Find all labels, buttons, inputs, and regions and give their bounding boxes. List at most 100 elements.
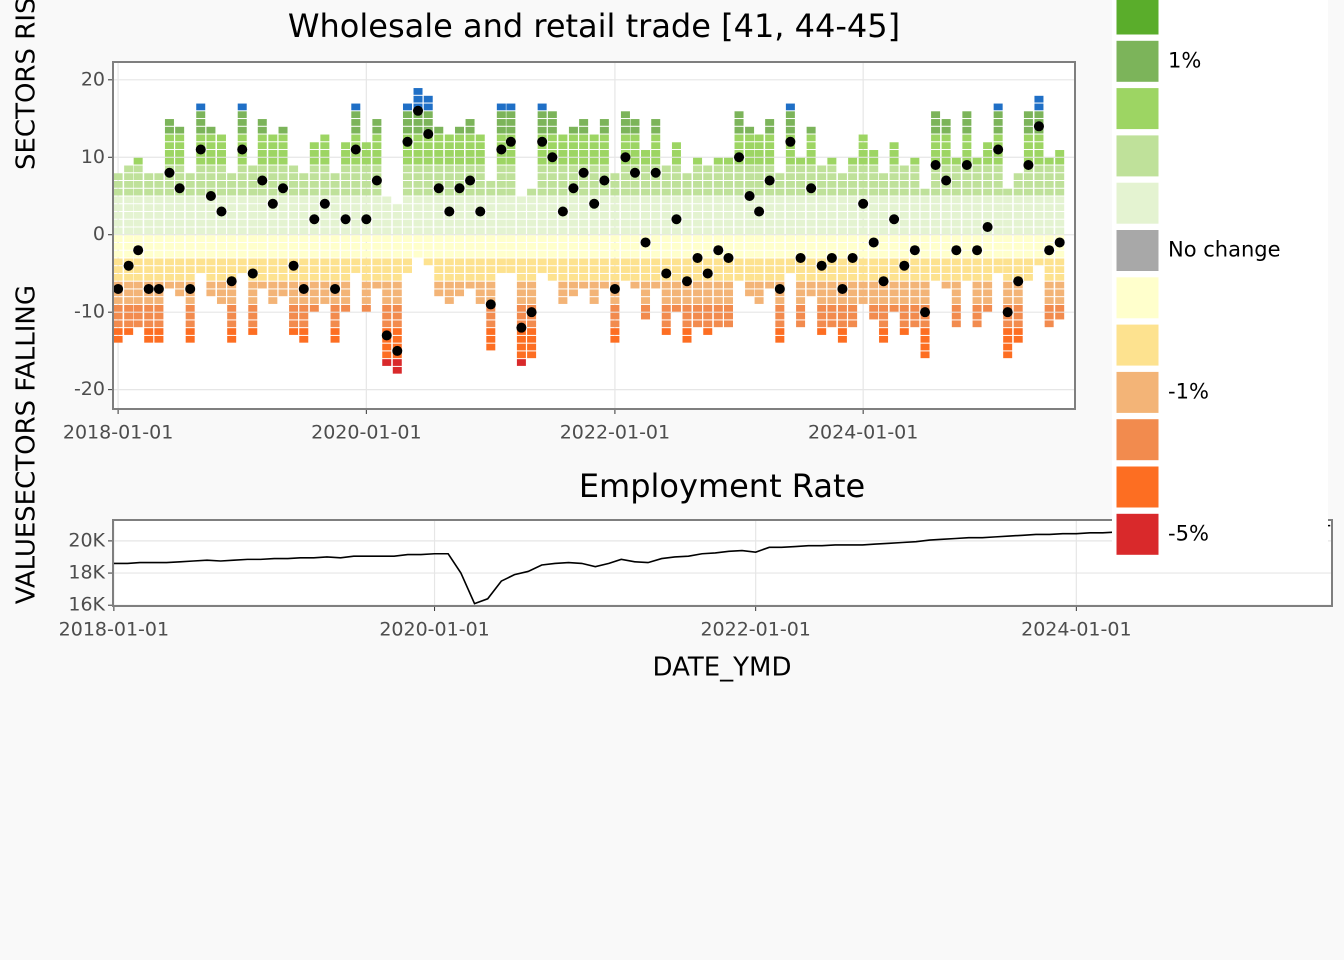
tile-rising xyxy=(931,126,941,134)
tile-rising xyxy=(941,119,951,126)
tile-rising xyxy=(827,188,837,196)
tile-rising xyxy=(693,157,703,165)
tile-falling xyxy=(299,304,309,312)
tile-falling xyxy=(154,320,164,328)
tile-rising xyxy=(1023,227,1033,235)
tile-rising xyxy=(889,165,899,173)
tile-falling xyxy=(1013,242,1023,250)
tile-rising xyxy=(206,181,216,188)
tile-rising xyxy=(558,157,568,165)
tile-rising xyxy=(227,227,237,235)
tile-rising xyxy=(402,211,412,219)
tile-rising xyxy=(651,134,661,142)
tile-rising xyxy=(630,142,640,150)
tile-falling xyxy=(455,289,465,297)
tile-rising xyxy=(620,204,630,211)
tile-falling xyxy=(610,297,620,304)
tile-rising xyxy=(972,181,982,188)
tile-rising xyxy=(630,134,640,142)
net-dot xyxy=(599,175,610,186)
tile-rising xyxy=(341,204,351,211)
tile-falling xyxy=(723,281,733,289)
tile-falling xyxy=(723,289,733,297)
tile-falling xyxy=(227,320,237,328)
tile-falling xyxy=(837,328,847,335)
tile-rising xyxy=(206,157,216,165)
tile-rising xyxy=(1034,196,1044,204)
tile-rising xyxy=(630,181,640,188)
tile-rising xyxy=(671,165,681,173)
tile-rising xyxy=(754,188,764,196)
tile-falling xyxy=(983,235,993,242)
tile-falling xyxy=(475,297,485,304)
tile-falling xyxy=(785,235,795,242)
tile-rising xyxy=(413,188,423,196)
tile-falling xyxy=(341,250,351,258)
tile-falling xyxy=(1003,250,1013,258)
tile-rising xyxy=(1034,134,1044,142)
tile-falling xyxy=(392,266,402,273)
legend-swatch xyxy=(1115,87,1160,131)
tile-rising xyxy=(610,219,620,227)
legend-swatch xyxy=(1115,39,1160,83)
tile-rising xyxy=(547,188,557,196)
tile-falling xyxy=(848,304,858,312)
tile-falling xyxy=(164,273,174,281)
tile-rising xyxy=(423,196,433,204)
tile-rising xyxy=(610,204,620,211)
tile-rising xyxy=(196,181,206,188)
tile-falling xyxy=(537,235,547,242)
tile-falling xyxy=(610,258,620,266)
tile-rising xyxy=(693,219,703,227)
tile-rising xyxy=(941,188,951,196)
tile-falling xyxy=(723,242,733,250)
tile-rising xyxy=(951,227,961,235)
tile-falling xyxy=(858,266,868,273)
tile-rising xyxy=(827,196,837,204)
tile-falling xyxy=(796,320,806,328)
tile-rising xyxy=(330,204,340,211)
tile-rising xyxy=(983,157,993,165)
tile-falling xyxy=(278,235,288,242)
tile-rising xyxy=(765,219,775,227)
tile-falling xyxy=(341,289,351,297)
tile-rising xyxy=(268,142,278,150)
tile-falling xyxy=(941,266,951,273)
tile-rising xyxy=(745,181,755,188)
tile-rising xyxy=(392,227,402,235)
tile-rising xyxy=(361,173,371,181)
tile-rising xyxy=(941,157,951,165)
tile-rising xyxy=(144,211,154,219)
tile-falling xyxy=(154,328,164,335)
tile-falling xyxy=(671,281,681,289)
tile-rising xyxy=(196,134,206,142)
tile-falling xyxy=(671,250,681,258)
tile-rising xyxy=(745,204,755,211)
tile-rising xyxy=(599,204,609,211)
tile-falling xyxy=(1034,250,1044,258)
tile-falling xyxy=(330,320,340,328)
tile-rising xyxy=(124,196,134,204)
tile-falling xyxy=(558,273,568,281)
tile-rising xyxy=(651,119,661,126)
net-dot xyxy=(505,136,516,147)
tile-rising xyxy=(931,150,941,157)
tile-falling xyxy=(775,304,785,312)
tile-rising xyxy=(309,196,319,204)
tile-falling xyxy=(465,250,475,258)
net-dot xyxy=(164,167,175,178)
tile-rising xyxy=(599,119,609,126)
tile-rising xyxy=(745,142,755,150)
net-dot xyxy=(143,283,154,294)
tile-falling xyxy=(745,281,755,289)
tile-falling xyxy=(817,235,827,242)
tile-rising xyxy=(785,111,795,119)
tile-rising xyxy=(309,150,319,157)
tile-falling xyxy=(599,281,609,289)
tile-falling xyxy=(899,304,909,312)
tile-falling xyxy=(392,297,402,304)
tile-rising xyxy=(351,134,361,142)
tile-falling xyxy=(516,297,526,304)
tile-rising xyxy=(320,211,330,219)
tile-falling xyxy=(257,250,267,258)
